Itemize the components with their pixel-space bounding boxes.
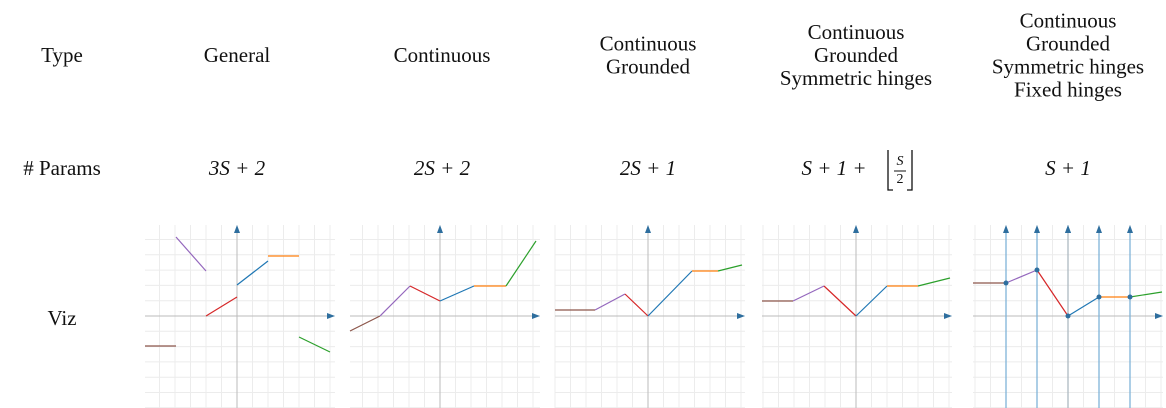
segment bbox=[855, 285, 888, 317]
segment bbox=[624, 293, 649, 317]
formula: S + 1 bbox=[1045, 156, 1091, 180]
viz-plot bbox=[145, 225, 335, 408]
segment bbox=[823, 285, 857, 317]
segment bbox=[917, 277, 951, 287]
arrow bbox=[944, 313, 952, 319]
segment bbox=[175, 236, 207, 272]
segment bbox=[349, 315, 381, 332]
formula: S + 1 + S 2 bbox=[801, 150, 913, 191]
segment bbox=[647, 270, 693, 317]
type-label: Grounded bbox=[814, 43, 898, 67]
segment bbox=[594, 293, 626, 311]
arrow bbox=[532, 313, 540, 319]
hinge-dot bbox=[1065, 313, 1071, 319]
segment bbox=[379, 285, 411, 317]
type-label: Continuous bbox=[808, 20, 905, 44]
viz-plot bbox=[349, 225, 540, 408]
segment bbox=[205, 296, 238, 317]
hinge-dot bbox=[1096, 294, 1102, 300]
segment bbox=[1129, 291, 1163, 298]
type-label: Continuous bbox=[394, 43, 491, 67]
formula-text: S + 1 + bbox=[801, 156, 866, 180]
segment bbox=[409, 285, 441, 302]
segment bbox=[439, 285, 475, 302]
segment bbox=[1005, 269, 1038, 284]
formula: 2S + 2 bbox=[414, 156, 471, 180]
type-label: Symmetric hinges bbox=[992, 54, 1144, 78]
row-label: # Params bbox=[23, 156, 101, 180]
row-label: Viz bbox=[47, 306, 76, 330]
segment bbox=[236, 260, 269, 286]
segment bbox=[717, 264, 743, 272]
viz-plot bbox=[762, 225, 952, 408]
arrow bbox=[1096, 225, 1102, 233]
arrow bbox=[853, 225, 859, 233]
arrow bbox=[1155, 313, 1163, 319]
segment bbox=[505, 240, 537, 287]
segment bbox=[298, 336, 331, 353]
arrow bbox=[645, 225, 651, 233]
arrow bbox=[1127, 225, 1133, 233]
arrow bbox=[1065, 225, 1071, 233]
hinge-dot bbox=[1003, 280, 1009, 286]
type-label: Continuous bbox=[1020, 8, 1117, 32]
arrow bbox=[437, 225, 443, 233]
formula: 2S + 1 bbox=[620, 156, 676, 180]
viz-plot bbox=[973, 225, 1163, 408]
denominator: 2 bbox=[897, 172, 904, 187]
arrow bbox=[327, 313, 335, 319]
numerator: S bbox=[897, 154, 904, 169]
arrow bbox=[737, 313, 745, 319]
segment bbox=[792, 285, 825, 302]
hinge-dot bbox=[1127, 294, 1133, 300]
floor-bracket bbox=[887, 150, 913, 191]
arrow bbox=[1034, 225, 1040, 233]
arrow bbox=[1003, 225, 1009, 233]
type-label: Fixed hinges bbox=[1014, 77, 1122, 101]
type-label: Grounded bbox=[606, 54, 690, 78]
viz-plot bbox=[554, 225, 745, 408]
type-label: Grounded bbox=[1026, 31, 1110, 55]
arrow bbox=[234, 225, 240, 233]
row-label: Type bbox=[41, 43, 83, 67]
formula: 3S + 2 bbox=[208, 156, 266, 180]
type-label: Continuous bbox=[600, 31, 697, 55]
type-label: General bbox=[204, 43, 271, 67]
hinge-dot bbox=[1034, 267, 1040, 273]
type-label: Symmetric hinges bbox=[780, 66, 932, 90]
segment bbox=[1036, 269, 1069, 317]
segment bbox=[1067, 296, 1100, 317]
